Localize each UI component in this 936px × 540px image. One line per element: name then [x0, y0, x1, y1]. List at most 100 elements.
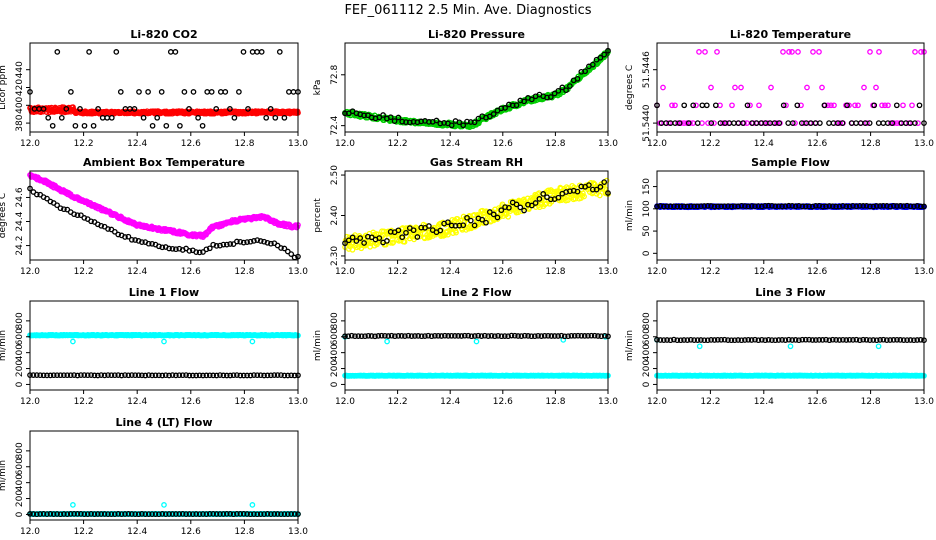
data-point	[278, 245, 284, 251]
data-point	[206, 245, 213, 252]
x-tick-label: 12.6	[807, 267, 827, 277]
y-tick-label: 51.5440	[642, 104, 652, 141]
data-point	[840, 202, 846, 209]
data-point	[208, 89, 215, 95]
x-tick-label: 12.0	[647, 139, 667, 149]
data-point	[581, 193, 587, 200]
y-tick-label: 400	[15, 96, 25, 113]
x-tick-label: 12.6	[181, 267, 201, 277]
data-point	[853, 203, 860, 210]
data-point	[812, 202, 819, 209]
series-black	[27, 49, 301, 129]
data-point	[88, 218, 94, 225]
data-point	[90, 122, 97, 129]
y-tick-label: 600	[15, 458, 25, 475]
data-point	[551, 90, 558, 97]
y-tick-label: 24.2	[15, 236, 25, 256]
data-point	[483, 219, 489, 226]
y-tick-label: 420	[15, 79, 25, 96]
data-point	[258, 49, 265, 55]
data-point	[399, 234, 406, 241]
y-axis-label: ml/min	[625, 330, 635, 361]
data-point	[894, 203, 900, 209]
data-point	[596, 192, 603, 199]
data-point	[169, 245, 176, 252]
x-tick-label: 12.4	[127, 527, 147, 537]
data-point	[433, 117, 440, 124]
data-point	[740, 120, 746, 126]
data-point	[676, 120, 683, 126]
data-point	[589, 61, 596, 68]
data-point	[601, 51, 608, 58]
data-point	[555, 194, 562, 201]
x-tick-label: 12.4	[754, 267, 774, 277]
data-point	[131, 106, 138, 112]
data-point	[267, 106, 274, 112]
data-point	[795, 49, 801, 55]
data-point	[149, 122, 156, 129]
data-point	[914, 203, 921, 209]
data-point	[712, 102, 719, 109]
data-point	[227, 241, 234, 247]
data-point	[361, 240, 367, 246]
data-point	[195, 114, 201, 121]
data-point	[580, 190, 586, 197]
x-tick-label: 12.4	[127, 397, 147, 407]
x-tick-label: 12.4	[127, 139, 147, 149]
data-point	[494, 214, 501, 221]
data-point	[758, 203, 765, 210]
data-point	[802, 203, 809, 210]
y-tick-label: 0	[642, 250, 652, 256]
data-point	[782, 203, 789, 210]
data-point	[804, 84, 810, 91]
data-point	[900, 102, 906, 109]
x-tick-label: 13.0	[914, 139, 934, 149]
data-point	[113, 49, 120, 55]
data-point	[769, 202, 775, 209]
data-point	[669, 102, 675, 109]
data-point	[890, 203, 897, 209]
data-point	[839, 120, 846, 126]
data-point	[281, 245, 288, 252]
data-point	[391, 118, 398, 124]
x-tick-label: 12.8	[234, 267, 254, 277]
data-point	[555, 87, 562, 94]
data-point	[762, 202, 769, 209]
data-point	[779, 203, 785, 210]
x-tick-label: 12.8	[861, 397, 881, 407]
data-point	[230, 241, 237, 247]
data-point	[54, 49, 61, 55]
data-point	[186, 106, 192, 112]
x-tick-label: 12.8	[234, 397, 254, 407]
panel-title: Sample Flow	[751, 156, 830, 169]
y-axis-label: kPa	[313, 80, 323, 96]
data-point	[237, 238, 244, 245]
data-point	[768, 84, 774, 91]
data-point	[821, 102, 828, 109]
series-black	[342, 47, 611, 129]
data-point	[711, 120, 717, 126]
y-tick-label: 200	[15, 360, 25, 377]
data-point	[850, 202, 856, 209]
data-point	[117, 89, 124, 95]
y-tick-label: 600	[642, 328, 652, 345]
panel-title: Li-820 Temperature	[730, 28, 851, 41]
data-point	[855, 102, 861, 109]
x-tick-label: 12.4	[440, 267, 460, 277]
x-tick-label: 13.0	[598, 267, 618, 277]
data-point	[521, 98, 527, 105]
x-tick-label: 12.8	[234, 139, 254, 149]
data-point	[244, 239, 250, 245]
data-point	[163, 122, 170, 129]
data-point	[349, 246, 356, 253]
data-point	[843, 203, 850, 210]
data-point	[780, 102, 787, 109]
data-point	[395, 227, 402, 234]
x-tick-label: 12.8	[545, 397, 565, 407]
data-point	[705, 120, 711, 126]
data-point	[664, 203, 670, 210]
data-point	[177, 122, 183, 129]
y-tick-label: 50	[642, 225, 652, 237]
